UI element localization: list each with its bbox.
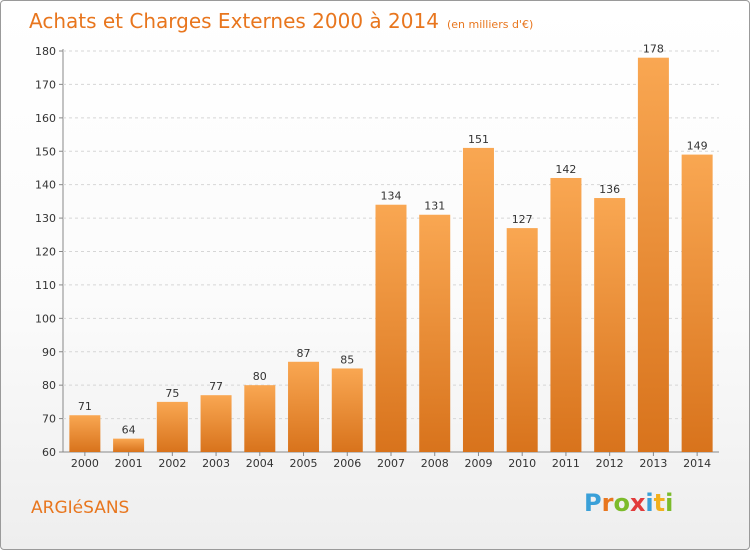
x-tick-label: 2007 [377,457,405,470]
y-tick-label: 80 [42,379,56,392]
bar-value-label: 64 [122,424,136,437]
logo-letter: i [645,489,654,517]
bar [681,154,713,452]
y-tick-label: 130 [35,212,56,225]
bar [462,147,494,453]
bar-value-label: 149 [687,140,708,153]
chart-title: Achats et Charges Externes 2000 à 2014 (e… [29,9,533,33]
logo-letter: r [601,489,614,517]
y-tick-label: 110 [35,279,56,292]
bar-value-label: 75 [165,387,179,400]
bar-value-label: 136 [599,183,620,196]
x-tick-label: 2004 [246,457,274,470]
bar [550,177,582,452]
y-tick-label: 60 [42,446,56,459]
y-tick-label: 100 [35,312,56,325]
bar-value-label: 178 [643,43,664,56]
bar [637,57,669,452]
chart-subtitle: (en milliers d'€) [446,18,534,31]
bar-value-label: 77 [209,380,223,393]
bar [594,198,626,452]
y-tick-label: 180 [35,45,56,58]
x-tick-label: 2000 [71,457,99,470]
x-tick-label: 2010 [508,457,536,470]
x-tick-label: 2012 [596,457,624,470]
logo-letter: P [584,489,602,517]
x-tick-label: 2001 [115,457,143,470]
logo-letter: o [613,489,630,517]
bar-value-label: 131 [424,200,445,213]
city-name: ARGIéSANS [31,498,130,518]
bar-value-label: 151 [468,133,489,146]
bar [200,395,232,452]
y-tick-label: 120 [35,246,56,259]
logo-letter: x [629,489,646,517]
x-tick-label: 2002 [158,457,186,470]
x-tick-label: 2009 [464,457,492,470]
bar [331,368,363,452]
y-tick-label: 150 [35,145,56,158]
bar-value-label: 80 [253,370,267,383]
x-tick-label: 2008 [421,457,449,470]
bar [113,438,145,452]
bar-value-label: 85 [340,353,354,366]
x-tick-label: 2005 [290,457,318,470]
proxiti-logo: Proxiti [584,489,673,517]
bar [506,228,538,452]
x-tick-label: 2003 [202,457,230,470]
x-tick-label: 2014 [683,457,711,470]
x-tick-label: 2011 [552,457,580,470]
y-tick-label: 170 [35,78,56,91]
logo-letter: i [665,489,674,517]
bar [375,204,407,452]
logo-letter: t [653,489,666,517]
y-tick-label: 140 [35,179,56,192]
y-tick-label: 160 [35,112,56,125]
bar-value-label: 134 [381,190,402,203]
chart-title-text: Achats et Charges Externes 2000 à 2014 [29,9,439,33]
y-tick-label: 70 [42,413,56,426]
bar [156,401,188,452]
bar [288,361,320,452]
bar [244,385,276,452]
bar-value-label: 127 [512,213,533,226]
bar-value-label: 87 [297,347,311,360]
bar-value-label: 71 [78,400,92,413]
bar [419,214,451,452]
bar-value-label: 142 [555,163,576,176]
bar [69,415,101,452]
x-tick-label: 2013 [639,457,667,470]
y-tick-label: 90 [42,346,56,359]
x-tick-label: 2006 [333,457,361,470]
